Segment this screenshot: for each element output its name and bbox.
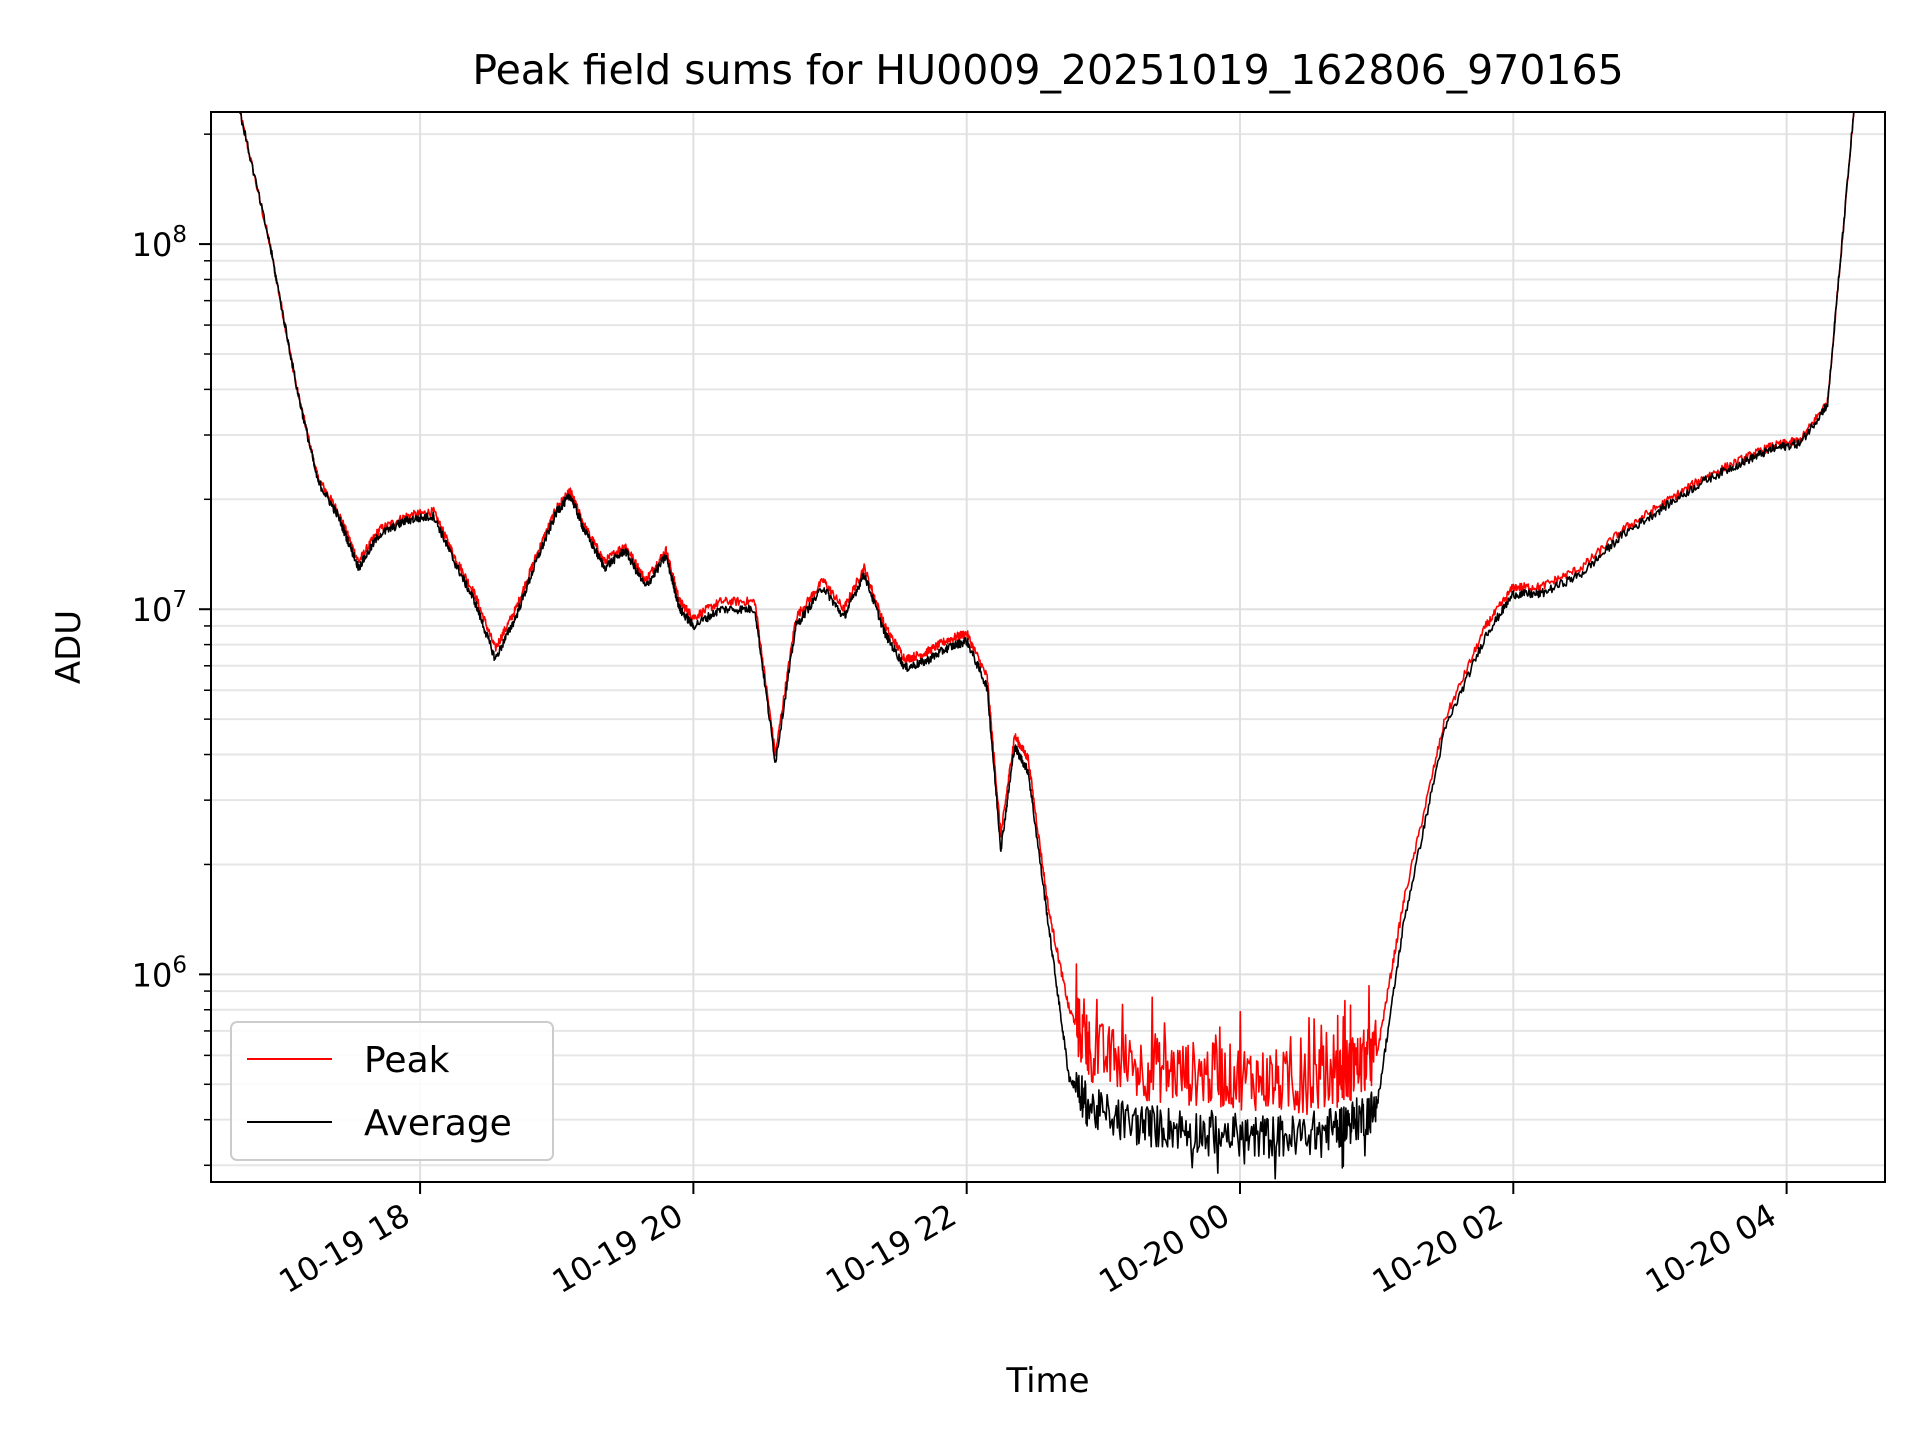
series-line-peak — [239, 112, 1855, 1116]
legend-label-peak: Peak — [364, 1040, 450, 1081]
legend-label-average: Average — [364, 1103, 512, 1144]
y-tick-label: 108 — [132, 222, 187, 264]
legend-box — [230, 1021, 554, 1161]
series-line-average — [239, 112, 1855, 1180]
y-tick-label: 106 — [132, 952, 187, 994]
y-axis: 106 107 108 — [132, 133, 211, 1167]
chart-title: Peak field sums for HU0009_20251019_1628… — [472, 46, 1623, 94]
major-gridlines — [211, 112, 1885, 1182]
plot-frame — [210, 111, 1886, 1183]
y-tick-label: 107 — [132, 587, 187, 629]
legend: Peak Average — [230, 1021, 554, 1161]
series-layer — [239, 112, 1855, 1180]
x-axis-label: Time — [1005, 1361, 1089, 1401]
y-axis-label: ADU — [49, 610, 89, 684]
